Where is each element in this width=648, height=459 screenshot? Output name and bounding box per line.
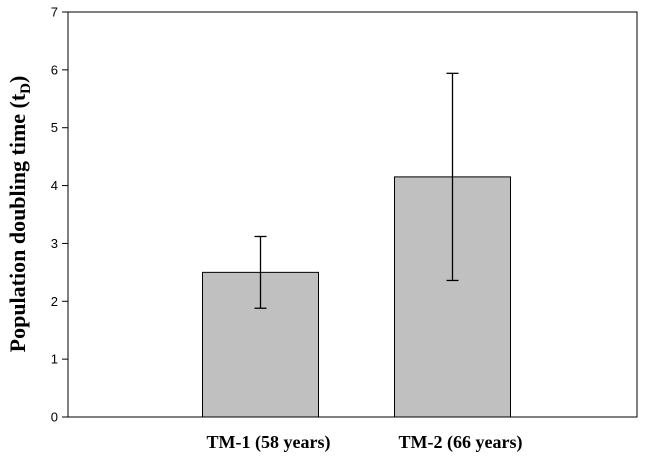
bars <box>202 176 511 418</box>
y-tick-label: 1 <box>51 352 58 367</box>
y-tick-label: 5 <box>51 120 58 135</box>
x-axis-category-labels: TM-1 (58 years) TM-2 (66 years) <box>207 432 523 453</box>
y-tick-label: 6 <box>51 62 58 77</box>
plot-frame <box>67 11 638 418</box>
y-tick-label: 4 <box>51 178 58 193</box>
y-tick-label: 3 <box>51 236 58 251</box>
y-tick-label: 2 <box>51 294 58 309</box>
x-category-label: TM-2 (66 years) <box>399 432 523 453</box>
y-axis-ticks: 0 1 2 3 4 5 6 7 <box>51 5 68 425</box>
y-axis-label: Population doubling time (tD) <box>5 76 34 353</box>
y-tick-label: 0 <box>51 410 58 425</box>
x-category-label: TM-1 (58 years) <box>207 432 331 453</box>
y-tick-label: 7 <box>51 5 58 20</box>
error-bars <box>254 72 459 309</box>
